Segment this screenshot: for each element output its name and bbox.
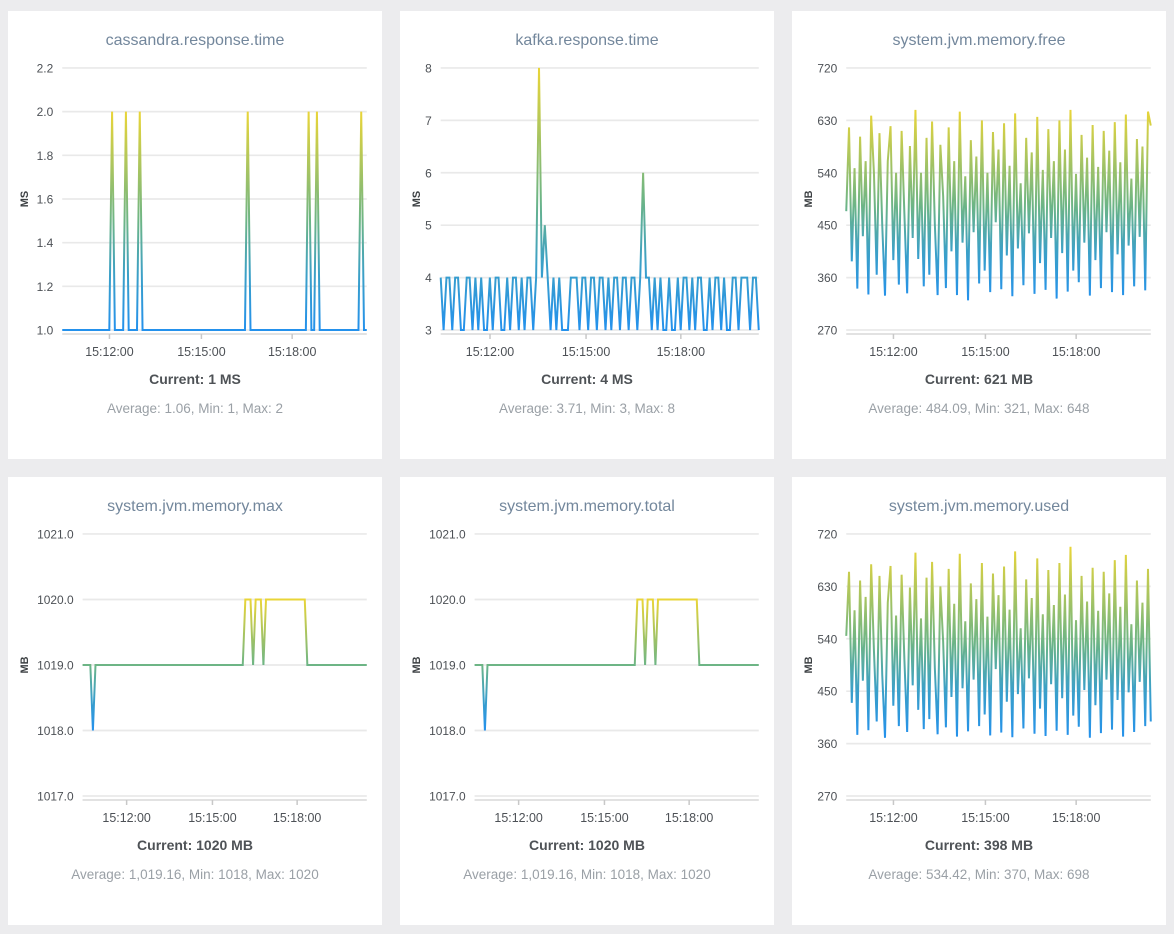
svg-text:15:18:00: 15:18:00 [665, 811, 713, 825]
current-value-label: Current: 621 MB [924, 370, 1034, 387]
stats-summary-label: Average: 484.09, Min: 321, Max: 648 [868, 400, 1090, 416]
stats-summary-label: Average: 3.71, Min: 3, Max: 8 [498, 400, 676, 416]
svg-text:1019.0: 1019.0 [429, 658, 466, 672]
chart-title: system.jvm.memory.total [499, 498, 675, 515]
svg-text:MS: MS [411, 191, 423, 207]
chart-title: cassandra.response.time [105, 32, 285, 49]
svg-text:1.0: 1.0 [36, 324, 53, 338]
svg-text:1021.0: 1021.0 [37, 527, 74, 541]
svg-text:15:12:00: 15:12:00 [869, 345, 917, 359]
svg-text:MB: MB [19, 656, 31, 673]
svg-text:270: 270 [817, 324, 837, 338]
svg-text:1019.0: 1019.0 [37, 658, 74, 672]
svg-text:15:15:00: 15:15:00 [961, 811, 1009, 825]
svg-text:1018.0: 1018.0 [429, 724, 466, 738]
current-value-label: Current: 1020 MB [529, 836, 645, 853]
svg-text:720: 720 [817, 527, 837, 541]
svg-text:15:12:00: 15:12:00 [102, 811, 150, 825]
svg-text:5: 5 [425, 219, 432, 233]
svg-text:15:15:00: 15:15:00 [580, 811, 628, 825]
svg-text:MB: MB [411, 656, 423, 673]
svg-text:8: 8 [425, 61, 432, 75]
svg-text:630: 630 [817, 114, 837, 128]
svg-text:15:18:00: 15:18:00 [1052, 811, 1100, 825]
svg-text:15:18:00: 15:18:00 [268, 345, 316, 359]
svg-text:1018.0: 1018.0 [37, 724, 74, 738]
svg-text:15:12:00: 15:12:00 [85, 345, 133, 359]
svg-text:15:18:00: 15:18:00 [273, 811, 321, 825]
line-chart[interactable]: 8 7 6 5 4 3 15:12:00 15:15:00 15:18:00 MS [406, 54, 768, 361]
svg-text:15:12:00: 15:12:00 [465, 345, 513, 359]
svg-text:15:12:00: 15:12:00 [869, 811, 917, 825]
chart-title: system.jvm.memory.used [888, 498, 1070, 515]
svg-text:15:12:00: 15:12:00 [494, 811, 542, 825]
current-value-label: Current: 1020 MB [137, 836, 253, 853]
svg-text:360: 360 [817, 271, 837, 285]
svg-text:15:15:00: 15:15:00 [177, 345, 225, 359]
svg-text:630: 630 [817, 580, 837, 594]
chart-title: kafka.response.time [515, 32, 659, 49]
line-chart[interactable]: 1021.0 1020.0 1019.0 1018.0 1017.0 15:12:00 15… [406, 520, 768, 827]
svg-text:1.6: 1.6 [36, 192, 53, 206]
chart-card-kafka-response-time: kafka.response.time 8 7 6 5 4 3 15:12:00 15:15:… [400, 11, 774, 459]
svg-text:540: 540 [817, 166, 837, 180]
chart-card-cassandra-response-time: cassandra.response.time 2.2 2.0 1.8 1.6 1.4 1… [8, 11, 382, 459]
chart-title: system.jvm.memory.free [892, 32, 1066, 49]
svg-text:4: 4 [425, 271, 432, 285]
svg-text:3: 3 [425, 324, 432, 338]
svg-text:MS: MS [19, 191, 31, 207]
svg-text:270: 270 [817, 790, 837, 804]
svg-text:MB: MB [803, 656, 815, 673]
chart-title: system.jvm.memory.max [107, 498, 283, 515]
svg-text:15:18:00: 15:18:00 [1052, 345, 1100, 359]
svg-text:2.0: 2.0 [36, 105, 53, 119]
line-chart[interactable]: 720 630 540 450 360 270 15:12:00 15:15:00 15:18:… [798, 54, 1160, 361]
chart-card-jvm-memory-free: system.jvm.memory.free 720 630 540 450 360 27… [792, 11, 1166, 459]
chart-card-jvm-memory-total: system.jvm.memory.total 1021.0 1020.0 1019… [400, 477, 774, 925]
svg-text:15:18:00: 15:18:00 [656, 345, 704, 359]
current-value-label: Current: 398 MB [924, 836, 1034, 853]
svg-text:1021.0: 1021.0 [429, 527, 466, 541]
current-value-label: Current: 4 MS [541, 370, 633, 387]
svg-text:15:15:00: 15:15:00 [188, 811, 236, 825]
svg-text:2.2: 2.2 [36, 61, 53, 75]
line-chart[interactable]: 1021.0 1020.0 1019.0 1018.0 1017.0 15:12:00 15… [14, 520, 376, 827]
svg-text:540: 540 [817, 632, 837, 646]
svg-text:1017.0: 1017.0 [37, 790, 74, 804]
svg-text:15:15:00: 15:15:00 [961, 345, 1009, 359]
svg-text:7: 7 [425, 114, 432, 128]
svg-text:1.8: 1.8 [36, 149, 53, 163]
svg-text:720: 720 [817, 61, 837, 75]
svg-text:1017.0: 1017.0 [429, 790, 466, 804]
svg-text:360: 360 [817, 737, 837, 751]
chart-card-jvm-memory-used: system.jvm.memory.used 720 630 540 450 360 27… [792, 477, 1166, 925]
chart-card-jvm-memory-max: system.jvm.memory.max 1021.0 1020.0 1019.0… [8, 477, 382, 925]
svg-text:6: 6 [425, 166, 432, 180]
stats-summary-label: Average: 1,019.16, Min: 1018, Max: 1020 [463, 866, 711, 882]
stats-summary-label: Average: 534.42, Min: 370, Max: 698 [868, 866, 1090, 882]
svg-text:1.2: 1.2 [36, 280, 53, 294]
line-chart[interactable]: 2.2 2.0 1.8 1.6 1.4 1.2 1.0 15:12:00 15:15:00 15:… [14, 54, 376, 361]
svg-text:450: 450 [817, 219, 837, 233]
svg-text:1.4: 1.4 [36, 236, 53, 250]
svg-text:1020.0: 1020.0 [429, 593, 466, 607]
stats-summary-label: Average: 1.06, Min: 1, Max: 2 [106, 400, 284, 416]
stats-summary-label: Average: 1,019.16, Min: 1018, Max: 1020 [71, 866, 319, 882]
line-chart[interactable]: 720 630 540 450 360 270 15:12:00 15:15:00 15:18:… [798, 520, 1160, 827]
current-value-label: Current: 1 MS [149, 370, 241, 387]
svg-text:1020.0: 1020.0 [37, 593, 74, 607]
svg-text:450: 450 [817, 685, 837, 699]
svg-text:15:15:00: 15:15:00 [561, 345, 609, 359]
svg-text:MB: MB [803, 190, 815, 207]
